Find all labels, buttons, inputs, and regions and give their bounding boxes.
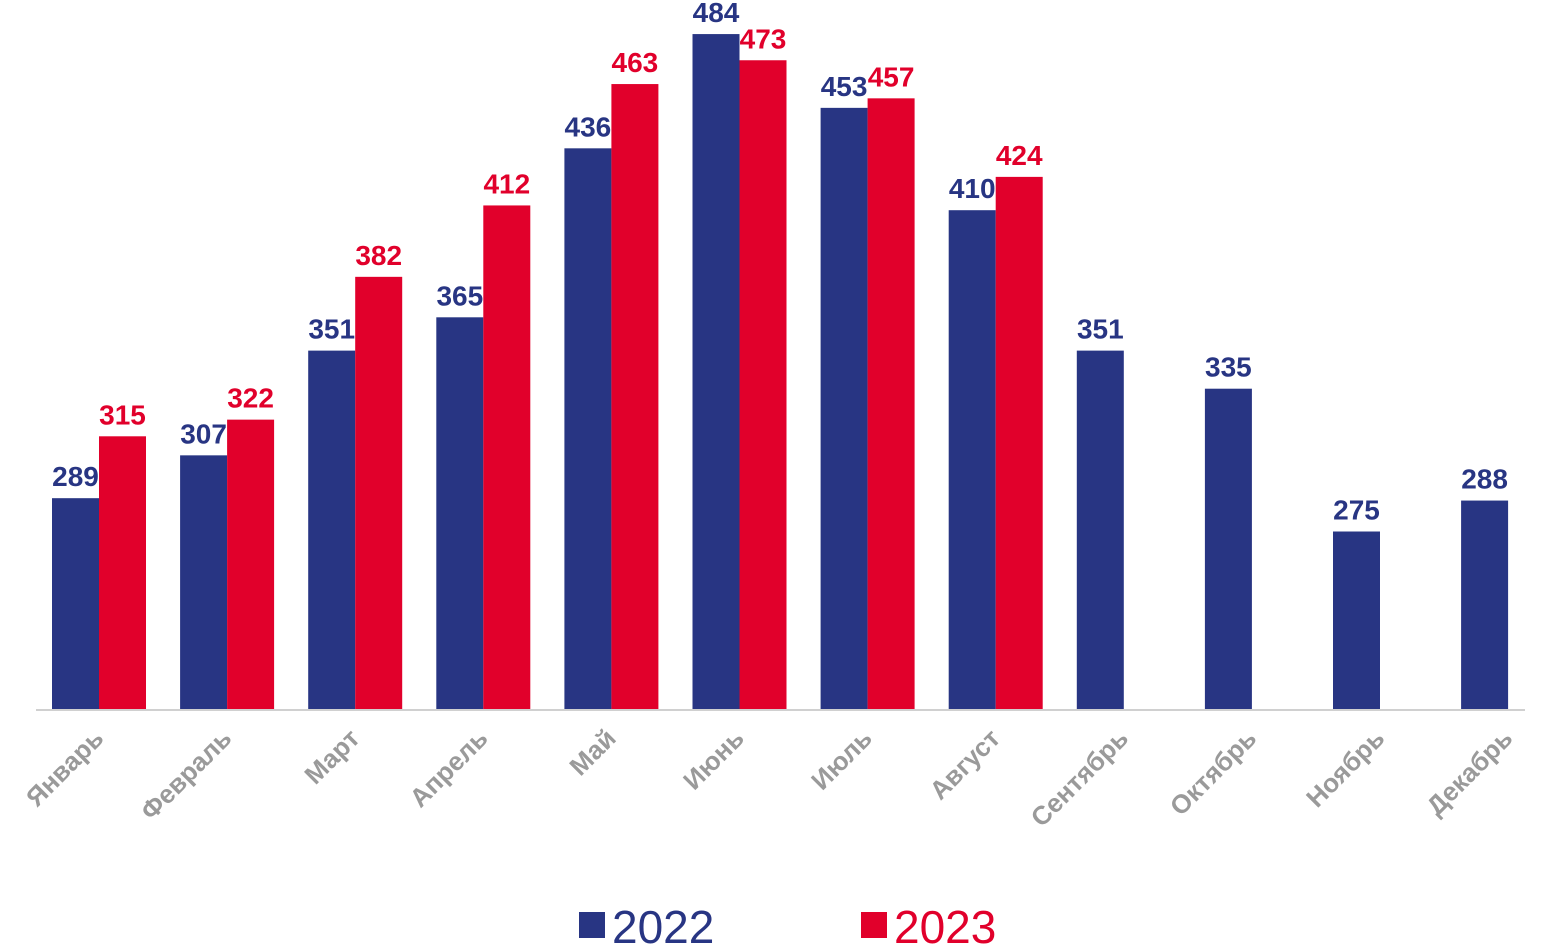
category-label-Январь: Январь [20, 723, 109, 812]
value-label-2023-Июнь: 473 [740, 23, 787, 54]
legend: 2022 2023 [579, 901, 996, 949]
value-label-2023-Май: 463 [612, 47, 659, 78]
category-label-Декабрь: Декабрь [1420, 723, 1518, 821]
value-label-2022-Ноябрь: 275 [1333, 495, 1380, 526]
value-label-2023-Август: 424 [996, 140, 1043, 171]
bar-2023-Январь [99, 436, 146, 710]
bar-2022-Ноябрь [1333, 531, 1380, 710]
bar-2022-Сентябрь [1076, 350, 1124, 710]
category-label-Август: Август [923, 723, 1006, 806]
bar-2022-Июль [820, 107, 868, 711]
legend-swatch-2022 [579, 912, 605, 938]
category-label-Июль: Июль [805, 723, 878, 796]
legend-swatch-2023 [861, 912, 887, 938]
bar-2022-Август [948, 210, 996, 710]
bars-layer [52, 34, 1509, 711]
value-label-2022-Июнь: 484 [693, 0, 740, 28]
value-label-2022-Март: 351 [308, 314, 355, 345]
value-label-2022-Январь: 289 [52, 461, 99, 492]
bar-2022-Февраль [180, 455, 228, 710]
legend-item-2023: 2023 [861, 901, 996, 949]
value-label-2023-Январь: 315 [99, 399, 146, 430]
bar-2023-Май [611, 84, 659, 710]
category-label-Март: Март [298, 723, 365, 790]
value-label-2022-Июль: 453 [821, 71, 868, 102]
category-label-Июнь: Июнь [677, 723, 750, 796]
value-label-2022-Февраль: 307 [180, 418, 227, 449]
value-label-2022-Апрель: 365 [436, 280, 483, 311]
category-label-Ноябрь: Ноябрь [1300, 723, 1390, 813]
value-label-2022-Декабрь: 288 [1461, 464, 1508, 495]
bar-2023-Август [995, 176, 1043, 710]
bar-2022-Декабрь [1461, 500, 1509, 710]
value-label-2022-Сентябрь: 351 [1077, 314, 1124, 345]
bar-2022-Октябрь [1204, 388, 1252, 710]
value-label-2023-Июль: 457 [868, 61, 915, 92]
bar-2023-Июль [867, 98, 915, 711]
legend-label-2023: 2023 [894, 901, 996, 944]
bar-2022-Апрель [436, 317, 484, 710]
bar-2023-Апрель [483, 205, 531, 710]
value-label-2022-Май: 436 [565, 111, 612, 142]
bar-2022-Март [308, 350, 356, 710]
bar-2023-Март [355, 276, 403, 710]
category-label-Апрель: Апрель [404, 723, 494, 813]
value-label-2022-Октябрь: 335 [1205, 352, 1252, 383]
value-label-2023-Апрель: 412 [483, 168, 530, 199]
value-label-2023-Март: 382 [355, 240, 402, 271]
bar-2022-Май [564, 148, 612, 710]
value-label-2023-Февраль: 322 [227, 383, 274, 414]
bar-2023-Июнь [739, 60, 787, 710]
bar-2022-Январь [52, 498, 99, 710]
value-label-2022-Август: 410 [949, 173, 996, 204]
category-labels-layer: Январь Февраль Март Апрель Май Июнь Июль Август… [20, 723, 1518, 833]
category-label-Февраль: Февраль [134, 723, 237, 826]
bar-2023-Февраль [227, 419, 275, 710]
legend-item-2022: 2022 [579, 901, 714, 949]
legend-label-2022: 2022 [612, 901, 714, 944]
category-label-Май: Май [563, 723, 621, 781]
bar-2022-Июнь [692, 34, 740, 710]
category-label-Сентябрь: Сентябрь [1025, 723, 1134, 832]
category-label-Октябрь: Октябрь [1164, 723, 1262, 821]
